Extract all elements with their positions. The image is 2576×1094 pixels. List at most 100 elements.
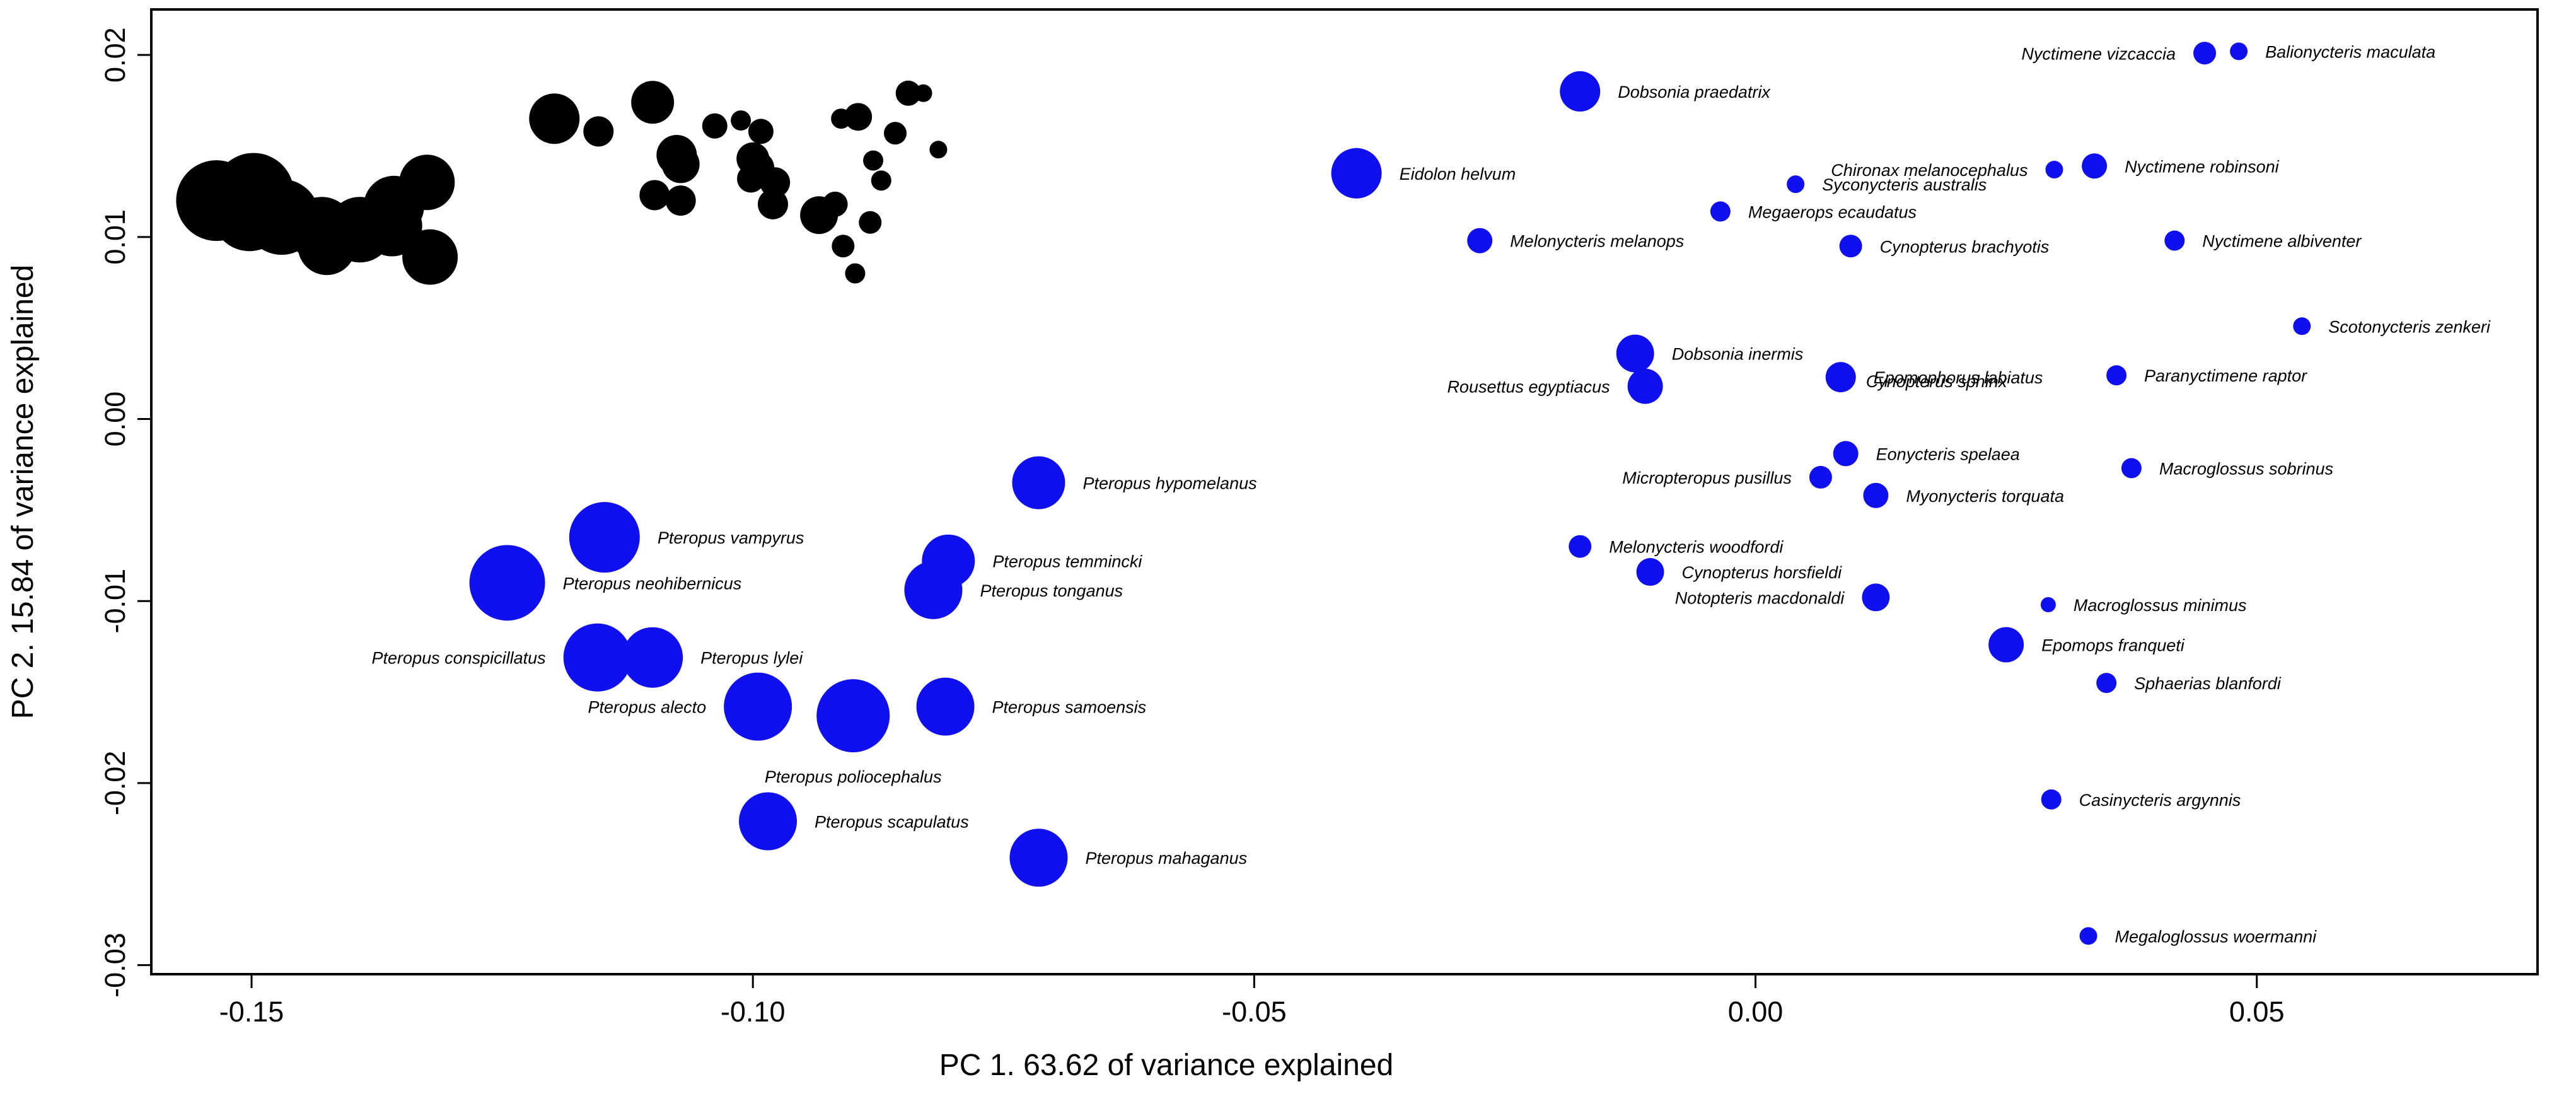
species-point (2096, 673, 2117, 694)
point-label: Balionycteris maculata (2265, 42, 2435, 61)
point-label: Epomophorus labiatus (1874, 368, 2043, 387)
unlabeled-point (748, 119, 774, 144)
point-label: Nyctimene robinsoni (2125, 157, 2280, 176)
species-point (2082, 153, 2108, 179)
species-point (1009, 829, 1068, 887)
species-point (1988, 627, 2024, 663)
unlabeled-point (929, 141, 948, 159)
point-labels: Nyctimene vizcaccia Balionycteris maculat… (372, 42, 2491, 946)
axis-ticks: -0.15 -0.10 -0.05 0.00 0.05 -0.03 -0.02 -0.01 0.… (99, 27, 2285, 1028)
point-label: Pteropus poliocephalus (765, 767, 942, 786)
point-label: Pteropus alecto (588, 698, 707, 717)
point-label: Melonycteris woodfordi (1609, 538, 1784, 557)
x-tick-label: -0.10 (721, 996, 786, 1028)
point-label: Dobsonia praedatrix (1618, 83, 1771, 102)
data-points (176, 42, 2311, 945)
species-point (816, 679, 890, 753)
point-label: Sphaerias blanfordi (2134, 674, 2282, 693)
unlabeled-point (665, 185, 696, 216)
point-label: Syconycteris australis (1822, 175, 1987, 194)
point-label: Eidolon helvum (1400, 165, 1516, 183)
x-tick-label: 0.05 (2229, 996, 2285, 1028)
y-tick-label: -0.01 (99, 569, 131, 634)
x-axis-title: PC 1. 63.62 of variance explained (939, 1049, 1393, 1082)
point-label: Cynopterus horsfieldi (1682, 563, 1843, 582)
species-point (1467, 228, 1493, 253)
unlabeled-point (859, 211, 882, 234)
species-point (469, 545, 545, 621)
unlabeled-point (399, 154, 455, 211)
species-point (622, 627, 683, 688)
point-label: Macroglossus minimus (2074, 596, 2247, 615)
point-label: Chironax melanocephalus (1831, 161, 2028, 180)
species-point (1833, 441, 1859, 467)
unlabeled-point (884, 122, 907, 145)
point-label: Rousettus egyptiacus (1447, 378, 1610, 397)
point-label: Nyctimene vizcaccia (2021, 44, 2176, 63)
point-label: Megaloglossus woermanni (2115, 927, 2318, 946)
unlabeled-point (760, 167, 791, 198)
species-point (1862, 583, 1890, 612)
species-point (1863, 482, 1889, 508)
x-tick-label: 0.00 (1728, 996, 1784, 1028)
species-point (569, 502, 640, 573)
unlabeled-point (639, 180, 670, 211)
unlabeled-point (731, 110, 751, 131)
x-tick-label: -0.15 (219, 996, 284, 1028)
species-point (2079, 927, 2097, 945)
unlabeled-point (529, 93, 580, 144)
species-point (563, 623, 632, 692)
point-label: Epomops franqueti (2041, 636, 2185, 655)
y-tick-label: 0.00 (99, 392, 131, 447)
y-tick-label: 0.01 (99, 209, 131, 265)
species-point (904, 561, 963, 619)
point-label: Nyctimene albiventer (2202, 232, 2362, 251)
species-point (724, 672, 792, 741)
point-label: Cynopterus brachyotis (1880, 237, 2050, 256)
species-point (1331, 148, 1382, 199)
point-label: Casinycteris argynnis (2079, 791, 2241, 810)
species-point (1809, 465, 1832, 489)
species-point (1616, 334, 1654, 373)
point-label: Notopteris macdonaldi (1675, 588, 1845, 607)
y-tick-label: -0.02 (99, 751, 131, 816)
point-label: Pteropus samoensis (992, 698, 1147, 717)
species-point (1636, 558, 1664, 586)
unlabeled-point (845, 263, 866, 284)
species-point (2293, 317, 2311, 335)
point-label: Pteropus mahaganus (1085, 849, 1247, 868)
point-label: Dobsonia inermis (1672, 345, 1804, 364)
species-point (1839, 235, 1862, 258)
y-axis-title: PC 2. 15.84 of variance explained (6, 265, 40, 719)
species-point (1012, 456, 1065, 509)
y-tick-label: -0.03 (99, 933, 131, 998)
species-point (1710, 201, 1731, 222)
species-point (2040, 596, 2056, 612)
unlabeled-point (844, 103, 873, 131)
point-label: Pteropus temmincki (992, 552, 1142, 571)
y-tick-label: 0.02 (99, 27, 131, 83)
point-label: Pteropus lylei (700, 649, 803, 668)
species-point (2164, 230, 2185, 251)
unlabeled-point (895, 80, 921, 106)
unlabeled-point (631, 81, 675, 124)
species-point (1560, 71, 1601, 112)
species-point (2230, 42, 2248, 61)
species-point (2041, 789, 2062, 810)
point-label: Micropteropus pusillus (1622, 468, 1792, 487)
point-label: Cynopterus sphinx (1866, 372, 2008, 391)
point-label: Megaerops ecaudatus (1748, 202, 1917, 221)
unlabeled-point (361, 195, 422, 257)
species-point (1627, 368, 1663, 404)
point-label: Eonycteris spelaea (1876, 445, 2020, 463)
point-label: Pteropus vampyrus (658, 528, 804, 547)
point-label: Melonycteris melanops (1510, 232, 1684, 251)
unlabeled-point (661, 145, 700, 183)
x-tick-label: -0.05 (1222, 996, 1287, 1028)
species-point (1569, 535, 1592, 558)
species-point (2106, 365, 2127, 386)
species-point (2121, 458, 2142, 479)
point-label: Pteropus scapulatus (815, 813, 969, 832)
point-label: Pteropus hypomelanus (1082, 474, 1256, 493)
point-label: Scotonycteris zenkeri (2328, 317, 2491, 336)
